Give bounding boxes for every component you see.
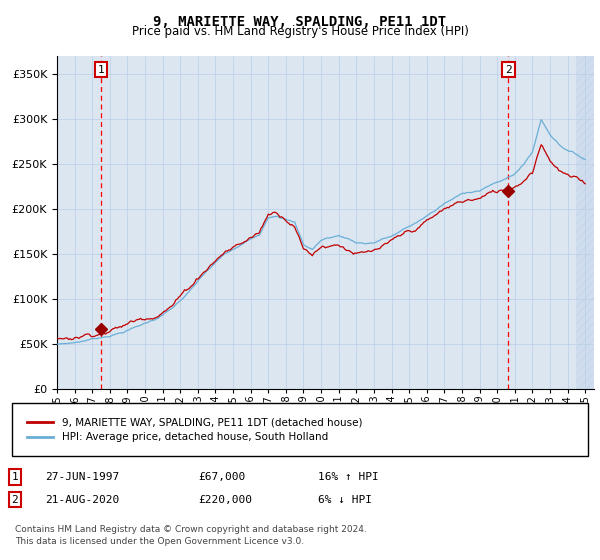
FancyBboxPatch shape [12,403,588,456]
Text: 1: 1 [11,472,19,482]
Bar [577,56,594,389]
Text: 16% ↑ HPI: 16% ↑ HPI [318,472,379,482]
Text: Price paid vs. HM Land Registry's House Price Index (HPI): Price paid vs. HM Land Registry's House … [131,25,469,38]
Text: 2: 2 [505,64,512,74]
Text: £67,000: £67,000 [198,472,245,482]
Text: 9, MARIETTE WAY, SPALDING, PE11 1DT: 9, MARIETTE WAY, SPALDING, PE11 1DT [154,15,446,29]
Text: 1: 1 [97,64,104,74]
Text: £220,000: £220,000 [198,494,252,505]
Text: 2: 2 [11,494,19,505]
Legend: 9, MARIETTE WAY, SPALDING, PE11 1DT (detached house), HPI: Average price, detach: 9, MARIETTE WAY, SPALDING, PE11 1DT (det… [23,413,366,446]
Text: Contains HM Land Registry data © Crown copyright and database right 2024.
This d: Contains HM Land Registry data © Crown c… [15,525,367,546]
Text: 6% ↓ HPI: 6% ↓ HPI [318,494,372,505]
Text: 27-JUN-1997: 27-JUN-1997 [45,472,119,482]
Text: 21-AUG-2020: 21-AUG-2020 [45,494,119,505]
